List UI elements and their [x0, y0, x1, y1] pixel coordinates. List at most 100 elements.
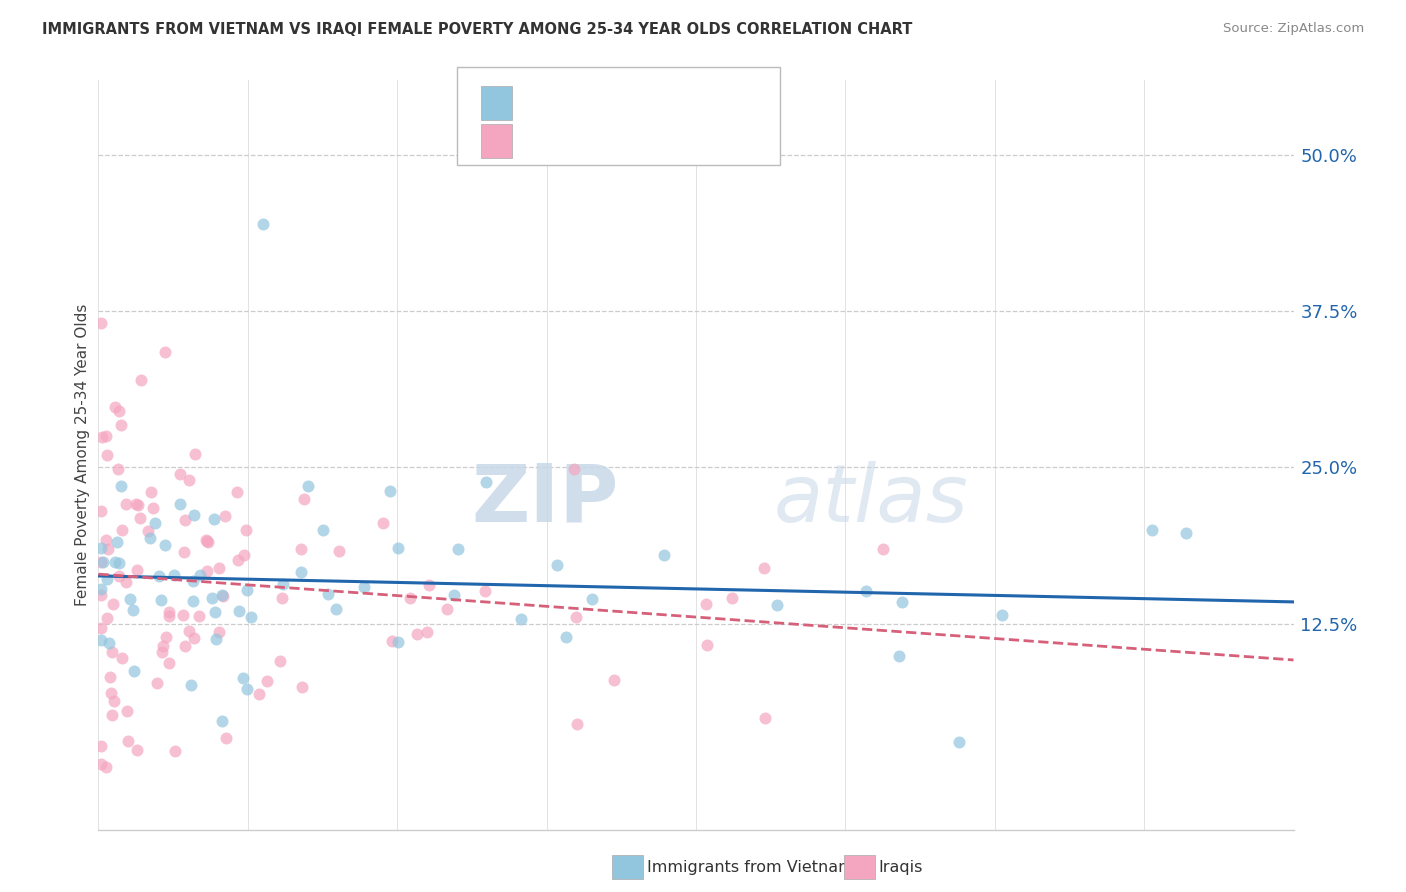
Point — [290, 566, 312, 580]
Point — [603, 673, 626, 687]
Point — [269, 653, 291, 667]
Point — [373, 516, 395, 531]
Point — [214, 508, 236, 523]
Point — [581, 592, 603, 607]
Point — [872, 541, 894, 556]
Point — [152, 639, 174, 653]
Text: Immigrants from Vietnam: Immigrants from Vietnam — [647, 860, 853, 874]
Point — [398, 591, 420, 605]
Point — [990, 608, 1012, 623]
Point — [101, 708, 124, 723]
Point — [122, 664, 145, 678]
Point — [235, 523, 257, 537]
Point — [381, 634, 404, 648]
Point — [111, 651, 134, 665]
Point — [157, 609, 180, 624]
Point — [138, 524, 160, 538]
Point — [97, 635, 120, 649]
Y-axis label: Female Poverty Among 25-34 Year Olds: Female Poverty Among 25-34 Year Olds — [75, 304, 90, 606]
Point — [696, 638, 718, 652]
Point — [97, 542, 120, 557]
Point — [129, 511, 152, 525]
Point — [179, 624, 201, 639]
Point — [565, 717, 588, 731]
Point — [90, 756, 112, 771]
Point — [891, 595, 914, 609]
Point — [155, 538, 177, 552]
Point — [183, 508, 205, 523]
Point — [90, 504, 112, 518]
Point — [94, 760, 117, 774]
Point — [110, 417, 132, 432]
Point — [143, 516, 166, 530]
Point — [236, 682, 259, 697]
Point — [754, 561, 776, 575]
Point — [96, 572, 118, 586]
Point — [1142, 523, 1164, 537]
Point — [172, 607, 194, 622]
Point — [127, 498, 149, 512]
Point — [436, 602, 458, 616]
Point — [117, 734, 139, 748]
Point — [754, 711, 776, 725]
Point — [695, 597, 717, 611]
Point — [139, 531, 162, 545]
Point — [554, 630, 576, 644]
Point — [163, 744, 186, 758]
Point — [443, 588, 465, 602]
Point — [115, 704, 138, 718]
Text: ZIP: ZIP — [471, 461, 619, 539]
Point — [94, 533, 117, 547]
Point — [96, 448, 118, 462]
Point — [183, 574, 205, 588]
Point — [90, 621, 112, 635]
Point — [157, 605, 180, 619]
Point — [240, 610, 263, 624]
Point — [202, 511, 225, 525]
Point — [173, 639, 195, 653]
Point — [90, 555, 112, 569]
Text: atlas: atlas — [773, 461, 969, 539]
Point — [887, 648, 910, 663]
Point — [155, 345, 177, 359]
Point — [378, 484, 401, 499]
Point — [110, 479, 132, 493]
Point — [180, 678, 202, 692]
Point — [100, 686, 122, 700]
Point — [215, 731, 238, 745]
Point — [107, 461, 129, 475]
Point — [292, 492, 315, 507]
Point — [91, 555, 114, 569]
Point — [271, 576, 294, 591]
Point — [325, 602, 347, 616]
Point — [256, 673, 278, 688]
Point — [141, 485, 163, 500]
Point — [236, 583, 259, 598]
Point — [475, 475, 498, 490]
Point — [195, 533, 218, 548]
Point — [114, 575, 136, 590]
Point — [169, 497, 191, 511]
Point — [565, 609, 588, 624]
Point — [98, 670, 121, 684]
Point — [125, 497, 148, 511]
Point — [96, 611, 118, 625]
Point — [111, 523, 134, 537]
Point — [101, 598, 124, 612]
Text: R = 0.039   N = 98: R = 0.039 N = 98 — [529, 132, 707, 150]
Point — [183, 594, 205, 608]
Point — [720, 591, 742, 605]
Point — [104, 555, 127, 569]
Point — [328, 544, 350, 558]
Point — [157, 657, 180, 671]
Point — [233, 549, 256, 563]
Text: Source: ZipAtlas.com: Source: ZipAtlas.com — [1223, 22, 1364, 36]
Point — [90, 589, 112, 603]
Point — [211, 714, 233, 728]
Point — [197, 564, 219, 578]
Point — [90, 582, 112, 597]
Point — [290, 542, 312, 557]
Point — [155, 630, 177, 644]
Point — [204, 605, 226, 619]
Point — [247, 687, 270, 701]
